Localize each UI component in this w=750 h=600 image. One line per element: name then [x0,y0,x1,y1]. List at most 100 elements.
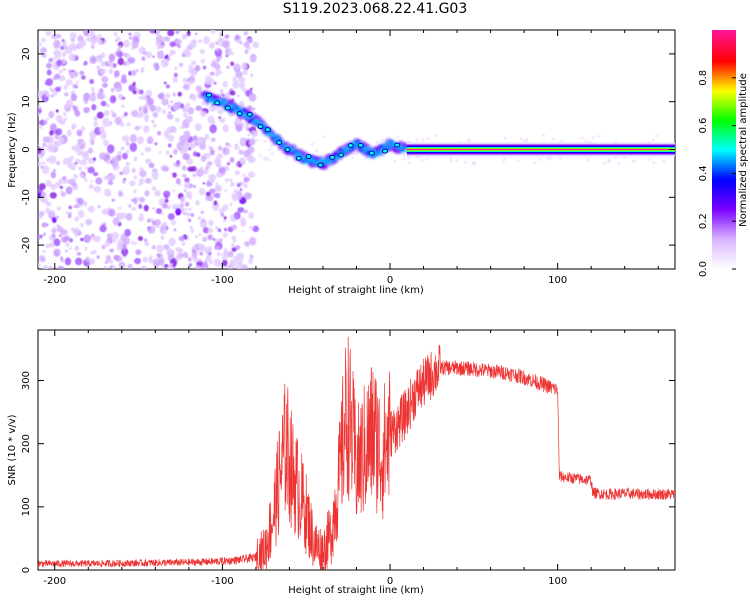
noise-point [53,91,58,96]
noise-point [222,40,230,49]
noise-point [125,141,130,146]
noise-point [41,161,46,165]
tone-peak [305,154,312,160]
colorbar-swatch [712,217,736,220]
noise-point [104,175,112,181]
noise-point [103,110,110,117]
noise-point [407,156,411,159]
noise-point [160,212,164,215]
noise-point [651,138,655,142]
noise-point [122,152,128,160]
noise-point [59,85,62,88]
noise-point [155,105,162,113]
colorbar-swatch [712,185,736,188]
colorbar-swatch [712,131,736,135]
noise-point [195,235,198,238]
noise-point [63,92,69,97]
noise-point [382,154,387,157]
noise-point [158,151,162,154]
colorbar-swatch [712,45,736,49]
noise-point [90,44,95,50]
noise-point [234,170,241,176]
colorbar-swatch [712,119,736,123]
noise-point [280,151,284,155]
noise-point [38,143,41,146]
tone-point [323,160,329,165]
noise-point [354,153,358,156]
noise-point [56,226,64,233]
colorbar-swatch [712,211,736,214]
colorbar-swatch [712,167,736,171]
noise-point [65,242,70,247]
noise-point [245,125,249,130]
noise-point [102,139,110,147]
colorbar-swatch [712,233,736,236]
noise-point [65,186,73,195]
noise-point [463,161,468,164]
noise-point [220,90,224,95]
colorbar-swatch [712,97,736,101]
noise-point [85,218,93,226]
noise-point [62,176,67,180]
noise-point [64,235,70,241]
spectrogram-xtick-label: -200 [43,275,66,286]
noise-point [63,112,67,117]
noise-point [110,64,114,69]
noise-point [195,265,201,269]
noise-point [234,145,240,150]
colorbar-swatch [712,255,736,258]
colorbar-swatch [712,245,736,248]
noise-point [193,184,196,189]
noise-point [196,152,201,157]
noise-point [199,251,204,256]
noise-point [231,224,237,231]
noise-point [226,161,231,166]
noise-point [114,70,120,78]
noise-point [56,224,60,227]
colorbar-swatch [712,31,736,35]
noise-point [59,185,63,189]
noise-point [91,104,97,111]
noise-point [222,124,229,133]
noise-point [183,189,187,193]
noise-point [69,163,76,171]
noise-point [49,123,57,133]
noise-point [185,115,193,123]
noise-point [128,36,133,40]
noise-point [99,152,106,161]
noise-point [252,41,260,49]
noise-point [155,208,163,214]
colorbar-swatch [712,57,736,61]
snr-panel: -200 -100 0 100 0 100 200 300 Height of straigh… [7,329,676,596]
noise-point [90,140,95,146]
spectrogram-ylabel: Frequency (Hz) [7,112,18,188]
noise-point [43,232,46,237]
noise-point [128,204,132,208]
noise-point [602,162,606,165]
noise-point [69,32,77,39]
spectrogram-ytick-label: -20 [21,237,32,253]
noise-point [226,65,230,69]
noise-point [237,207,245,213]
colorbar-swatch [712,137,736,141]
noise-point [182,84,189,90]
noise-point [155,218,161,226]
colorbar-swatch [712,73,736,77]
noise-point [65,211,70,215]
noise-point [393,160,397,163]
noise-point [217,108,224,115]
noise-point [633,160,637,163]
noise-point [141,56,146,62]
noise-point [133,189,138,194]
noise-point [140,266,147,269]
noise-point [179,203,184,208]
snr-ytick-label: 100 [21,497,32,516]
colorbar-swatch [712,265,736,268]
noise-point [204,133,210,140]
noise-point [516,159,520,163]
snr-ytick-label: 200 [21,434,32,453]
colorbar-swatch [712,55,736,59]
noise-point [144,238,148,242]
colorbar-swatch [712,243,736,246]
